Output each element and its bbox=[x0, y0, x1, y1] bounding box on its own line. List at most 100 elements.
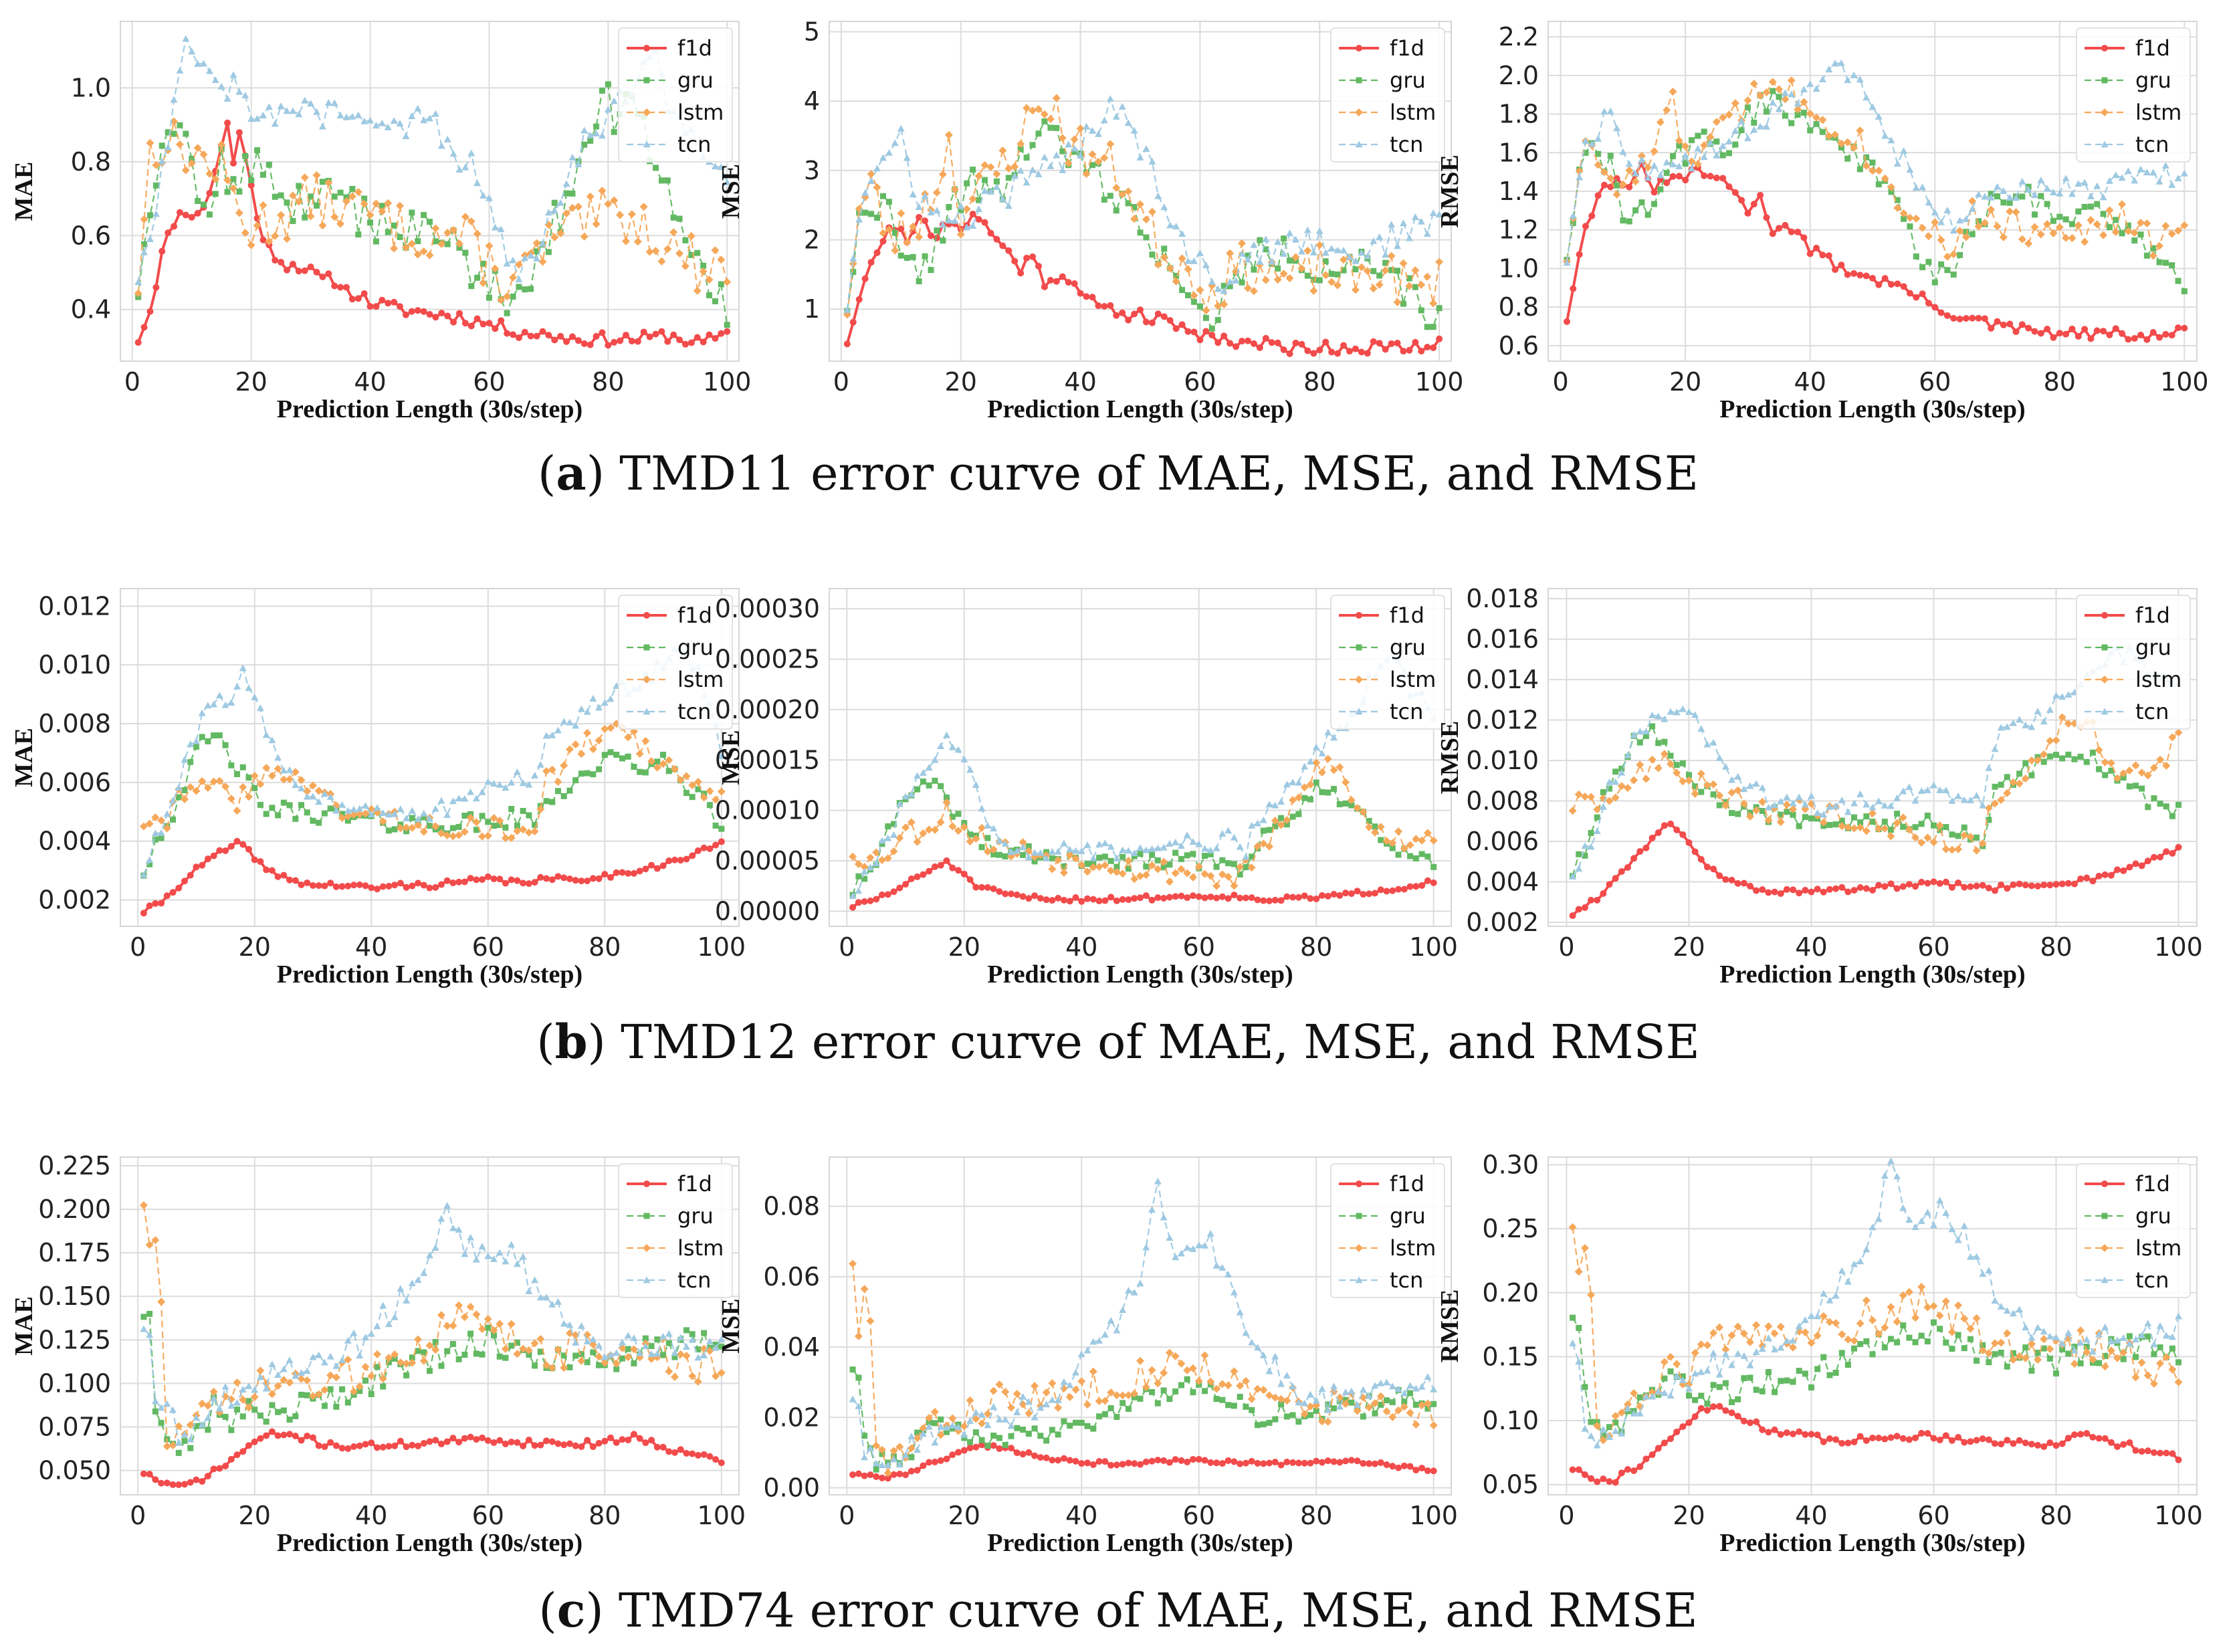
data-point-f1d bbox=[461, 878, 468, 886]
data-point-tcn bbox=[891, 139, 899, 146]
data-point-tcn bbox=[1954, 1236, 1962, 1243]
data-point-tcn bbox=[1106, 95, 1114, 102]
legend-label-gru: gru bbox=[677, 635, 714, 660]
data-point-gru bbox=[496, 821, 503, 828]
data-point-tcn bbox=[2143, 169, 2151, 176]
data-point-f1d bbox=[1430, 344, 1437, 351]
data-point-lstm bbox=[1978, 839, 1987, 848]
y-tick-label: 0.006 bbox=[1466, 827, 1539, 856]
data-point-gru bbox=[1378, 1401, 1384, 1408]
data-point-f1d bbox=[397, 880, 404, 887]
data-point-gru bbox=[1685, 1392, 1692, 1399]
data-point-tcn bbox=[1424, 1373, 1432, 1380]
data-point-f1d bbox=[391, 1442, 399, 1449]
data-point-gru bbox=[1976, 218, 1982, 225]
data-point-gru bbox=[385, 1359, 392, 1366]
data-point-lstm bbox=[1756, 92, 1765, 100]
data-point-tcn bbox=[2016, 716, 2024, 723]
data-point-gru bbox=[1245, 252, 1251, 259]
data-point-lstm bbox=[1654, 764, 1663, 772]
data-point-gru bbox=[2034, 1350, 2041, 1356]
data-point-lstm bbox=[485, 241, 494, 250]
data-point-f1d bbox=[515, 334, 522, 341]
data-point-tcn bbox=[1919, 183, 1927, 191]
data-point-lstm bbox=[972, 834, 980, 843]
data-point-gru bbox=[522, 286, 528, 293]
data-point-f1d bbox=[1763, 214, 1770, 221]
y-axis-label: RMSE bbox=[1436, 721, 1464, 795]
data-point-lstm bbox=[1727, 1331, 1736, 1340]
chart-tmd12-rmse: 0 20 40 60 80 1000.0020.0040.0060.0080.0100.0… bbox=[1436, 584, 2203, 989]
data-point-gru bbox=[2181, 288, 2188, 294]
data-point-f1d bbox=[280, 871, 288, 879]
data-point-gru bbox=[1213, 863, 1220, 870]
data-point-tcn bbox=[1675, 163, 1683, 170]
data-point-gru bbox=[1869, 159, 1876, 166]
data-point-tcn bbox=[1048, 847, 1056, 855]
data-point-tcn bbox=[1900, 147, 1908, 154]
legend-marker-tcn bbox=[1355, 1276, 1363, 1283]
data-point-lstm bbox=[883, 854, 892, 863]
data-point-f1d bbox=[181, 1481, 188, 1488]
data-point-gru bbox=[1612, 768, 1619, 775]
data-point-tcn bbox=[256, 704, 264, 712]
data-point-f1d bbox=[595, 875, 603, 882]
x-tick-label: 100 bbox=[2154, 1501, 2203, 1530]
data-point-tcn bbox=[972, 781, 980, 788]
data-point-f1d bbox=[937, 1457, 944, 1464]
data-point-lstm bbox=[932, 188, 941, 197]
data-point-f1d bbox=[1289, 894, 1297, 901]
data-point-f1d bbox=[1266, 897, 1273, 904]
data-point-f1d bbox=[455, 310, 463, 317]
data-point-f1d bbox=[884, 1475, 891, 1482]
data-point-gru bbox=[263, 811, 270, 817]
data-point-gru bbox=[1053, 124, 1060, 131]
data-point-gru bbox=[1137, 851, 1144, 857]
data-point-tcn bbox=[995, 1415, 1003, 1423]
data-point-lstm bbox=[473, 229, 482, 238]
data-point-lstm bbox=[607, 724, 615, 732]
data-point-f1d bbox=[2025, 324, 2032, 332]
data-point-gru bbox=[1031, 1425, 1038, 1432]
data-point-lstm bbox=[384, 199, 393, 207]
data-point-f1d bbox=[368, 884, 375, 892]
data-point-tcn bbox=[1789, 799, 1797, 807]
data-point-lstm bbox=[385, 1354, 393, 1362]
data-point-gru bbox=[1732, 141, 1739, 148]
data-point-tcn bbox=[502, 784, 510, 791]
data-point-tcn bbox=[1820, 811, 1828, 818]
data-point-tcn bbox=[496, 1249, 504, 1256]
data-point-f1d bbox=[1354, 1457, 1361, 1465]
data-point-tcn bbox=[1630, 1409, 1638, 1417]
data-point-lstm bbox=[1353, 804, 1362, 813]
data-point-gru bbox=[321, 1403, 328, 1409]
data-point-tcn bbox=[1740, 1352, 1748, 1359]
data-point-f1d bbox=[397, 1437, 404, 1445]
data-point-gru bbox=[1243, 864, 1249, 871]
data-point-gru bbox=[560, 1352, 567, 1359]
data-point-lstm bbox=[437, 1311, 445, 1320]
x-tick-label: 20 bbox=[948, 1501, 980, 1530]
data-point-lstm bbox=[342, 197, 350, 205]
data-point-lstm bbox=[169, 1441, 177, 1450]
plot-frame bbox=[1548, 21, 2198, 362]
data-point-f1d bbox=[2150, 1449, 2157, 1456]
data-point-f1d bbox=[543, 875, 550, 882]
data-point-f1d bbox=[1973, 1437, 1980, 1444]
data-point-lstm bbox=[1669, 87, 1677, 96]
data-point-gru bbox=[1061, 1418, 1067, 1425]
data-point-f1d bbox=[1060, 896, 1067, 904]
legend-marker-tcn bbox=[643, 1276, 651, 1283]
data-point-f1d bbox=[1783, 886, 1790, 893]
y-tick-label: 0.012 bbox=[38, 591, 111, 621]
data-point-gru bbox=[415, 238, 421, 245]
data-point-lstm bbox=[233, 1378, 241, 1386]
data-point-gru bbox=[700, 262, 707, 269]
data-point-tcn bbox=[194, 60, 202, 67]
data-point-tcn bbox=[1359, 1386, 1367, 1393]
data-point-tcn bbox=[408, 1279, 416, 1286]
data-point-tcn bbox=[233, 1399, 241, 1406]
data-point-f1d bbox=[607, 1434, 615, 1441]
data-point-f1d bbox=[450, 318, 457, 326]
data-point-gru bbox=[1682, 161, 1689, 167]
